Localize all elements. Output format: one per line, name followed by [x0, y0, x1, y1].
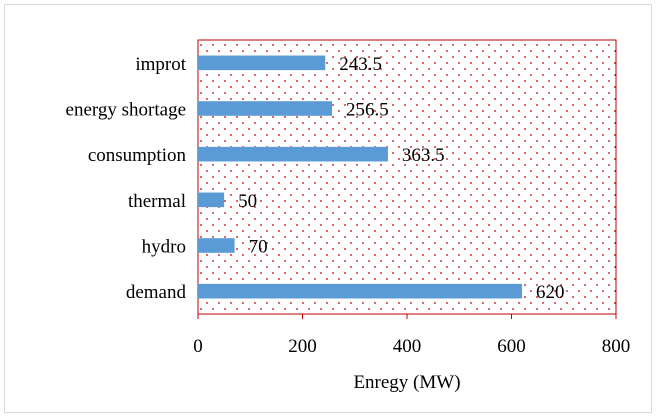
category-label: improt [135, 54, 186, 75]
bar-energy-shortage [198, 101, 333, 116]
bar-thermal [198, 192, 225, 208]
category-label: energy shortage [66, 100, 186, 121]
category-label: consumption [88, 145, 187, 166]
data-label: 243.5 [339, 54, 382, 75]
x-axis: 0 200 400 600 800 [193, 314, 630, 357]
x-tick-label: 0 [193, 336, 203, 357]
bar-improt [198, 55, 326, 71]
bar-consumption [198, 146, 388, 162]
plot-area [197, 39, 617, 315]
category-label: demand [126, 282, 187, 303]
x-tick-label: 200 [288, 336, 317, 357]
data-label: 363.5 [402, 145, 445, 166]
x-tick-label: 400 [393, 336, 422, 357]
data-label: 620 [536, 282, 565, 303]
category-label: hydro [142, 237, 186, 258]
category-label: thermal [128, 191, 186, 212]
bars: 243.5 256.5 363.5 50 70 620 [198, 54, 564, 303]
x-tick-label: 600 [497, 336, 526, 357]
data-label: 256.5 [346, 100, 389, 121]
bar-demand [198, 283, 522, 299]
x-tick-label: 800 [602, 336, 631, 357]
x-axis-title: Enregy (MW) [353, 372, 460, 393]
data-label: 50 [238, 191, 257, 212]
data-label: 70 [249, 237, 268, 258]
bar-hydro [198, 238, 235, 253]
y-axis: improt energy shortage consumption thermal h… [66, 54, 187, 303]
